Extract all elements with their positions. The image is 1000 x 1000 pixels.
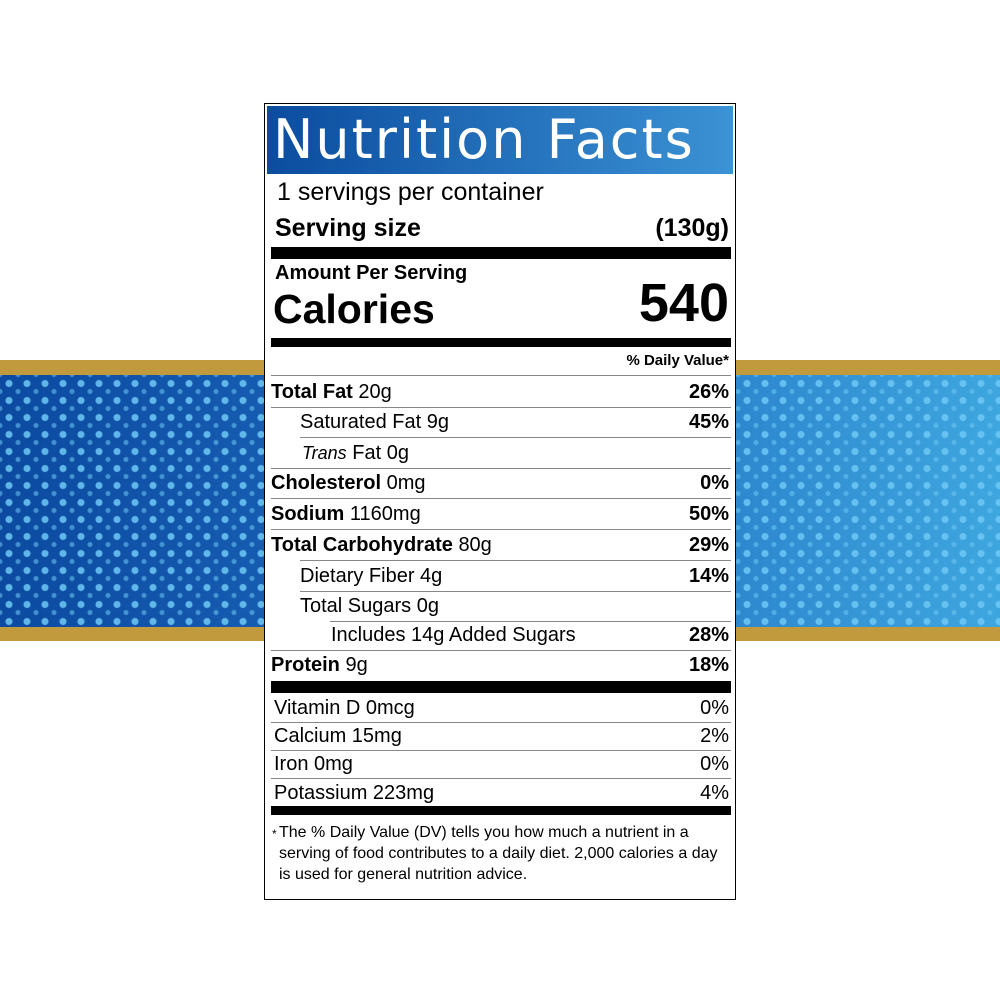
daily-value-header: % Daily Value* <box>626 352 729 369</box>
divider-medium <box>271 338 731 347</box>
calories-value: 540 <box>638 273 729 333</box>
nutrient-row-added-sugars: Includes 14g Added Sugars 28% <box>331 620 729 650</box>
divider <box>300 591 731 592</box>
vitamin-name: Calcium 15mg <box>274 725 402 747</box>
divider <box>271 722 731 723</box>
nutrient-name: Saturated Fat <box>300 411 422 433</box>
divider <box>271 529 731 530</box>
nutrient-row-saturated-fat: Saturated Fat 9g 45% <box>300 407 729 437</box>
nutrient-dv: 14% <box>688 565 729 587</box>
nutrient-row-dietary-fiber: Dietary Fiber 4g 14% <box>300 561 729 591</box>
vitamin-dv: 4% <box>700 782 729 804</box>
divider <box>330 621 731 622</box>
nutrient-amount: 0mg <box>386 472 426 494</box>
nutrient-name: Total Sugars <box>300 595 412 617</box>
vitamin-row: Potassium 223mg 4% <box>274 779 729 807</box>
divider <box>271 650 731 651</box>
nutrient-amount: 4g <box>420 565 443 587</box>
nutrient-row-sodium: Sodium 1160mg 50% <box>271 499 729 529</box>
nutrient-name: Cholesterol <box>271 472 382 494</box>
nutrient-name: Protein <box>271 654 340 676</box>
nutrient-dv: 26% <box>688 381 729 403</box>
nutrient-name: Total Fat <box>271 381 353 403</box>
nutrient-name: Trans <box>302 443 347 463</box>
vitamin-row: Iron 0mg 0% <box>274 750 729 778</box>
nutrient-row-total-carbohydrate: Total Carbohydrate 80g 29% <box>271 530 729 560</box>
divider <box>300 437 731 438</box>
footnote-text: The % Daily Value (DV) tells you how muc… <box>279 824 718 883</box>
divider <box>271 750 731 751</box>
vitamin-name: Potassium 223mg <box>274 782 435 804</box>
nutrient-amount: 20g <box>358 381 392 403</box>
vitamin-row: Vitamin D 0mcg 0% <box>274 694 729 722</box>
nutrient-row-trans-fat: Trans Fat 0g <box>302 438 729 468</box>
nutrient-amount: Fat 0g <box>352 442 409 464</box>
nutrient-dv: 18% <box>688 654 729 676</box>
nutrient-name: Includes 14g Added Sugars <box>331 624 576 646</box>
nutrient-row-cholesterol: Cholesterol 0mg 0% <box>271 468 729 498</box>
amount-per-serving: Amount Per Serving <box>275 262 468 284</box>
serving-size-label: Serving size <box>275 214 421 242</box>
nutrient-amount: 9g <box>426 411 449 433</box>
vitamin-name: Iron 0mg <box>274 753 353 775</box>
nutrient-dv: 45% <box>688 411 729 433</box>
vitamin-row: Calcium 15mg 2% <box>274 722 729 750</box>
vitamin-name: Vitamin D 0mcg <box>274 697 415 719</box>
divider <box>271 407 731 408</box>
label-title: Nutrition Facts <box>267 106 733 174</box>
divider-thick <box>271 681 731 693</box>
calories-label: Calories <box>273 286 435 332</box>
nutrient-dv: 28% <box>688 624 729 646</box>
nutrient-row-total-sugars: Total Sugars 0g <box>300 591 729 621</box>
nutrient-dv: 0% <box>700 472 729 494</box>
nutrient-amount: 80g <box>458 534 492 556</box>
vitamin-dv: 0% <box>700 753 729 775</box>
divider <box>271 468 731 469</box>
nutrient-name: Dietary Fiber <box>300 565 415 587</box>
footnote-asterisk: * <box>272 827 277 841</box>
nutrient-name: Total Carbohydrate <box>271 534 453 556</box>
nutrient-name: Sodium <box>271 503 345 525</box>
divider-medium <box>271 806 731 815</box>
serving-size-value: (130g) <box>655 214 729 242</box>
nutrient-dv: 29% <box>688 534 729 556</box>
divider <box>271 375 731 376</box>
divider-thick <box>271 247 731 259</box>
nutrient-amount: 9g <box>345 654 368 676</box>
divider <box>271 778 731 779</box>
nutrient-amount: 1160mg <box>349 503 421 525</box>
vitamin-dv: 2% <box>700 725 729 747</box>
divider <box>300 560 731 561</box>
nutrient-row-protein: Protein 9g 18% <box>271 650 729 680</box>
nutrient-row-total-fat: Total Fat 20g 26% <box>271 377 729 407</box>
divider <box>271 498 731 499</box>
servings-per-container: 1 servings per container <box>277 178 544 206</box>
vitamin-dv: 0% <box>700 697 729 719</box>
nutrient-amount: 0g <box>416 595 439 617</box>
nutrition-label: Nutrition Facts 1 servings per container… <box>264 103 736 900</box>
nutrient-dv: 50% <box>688 503 729 525</box>
